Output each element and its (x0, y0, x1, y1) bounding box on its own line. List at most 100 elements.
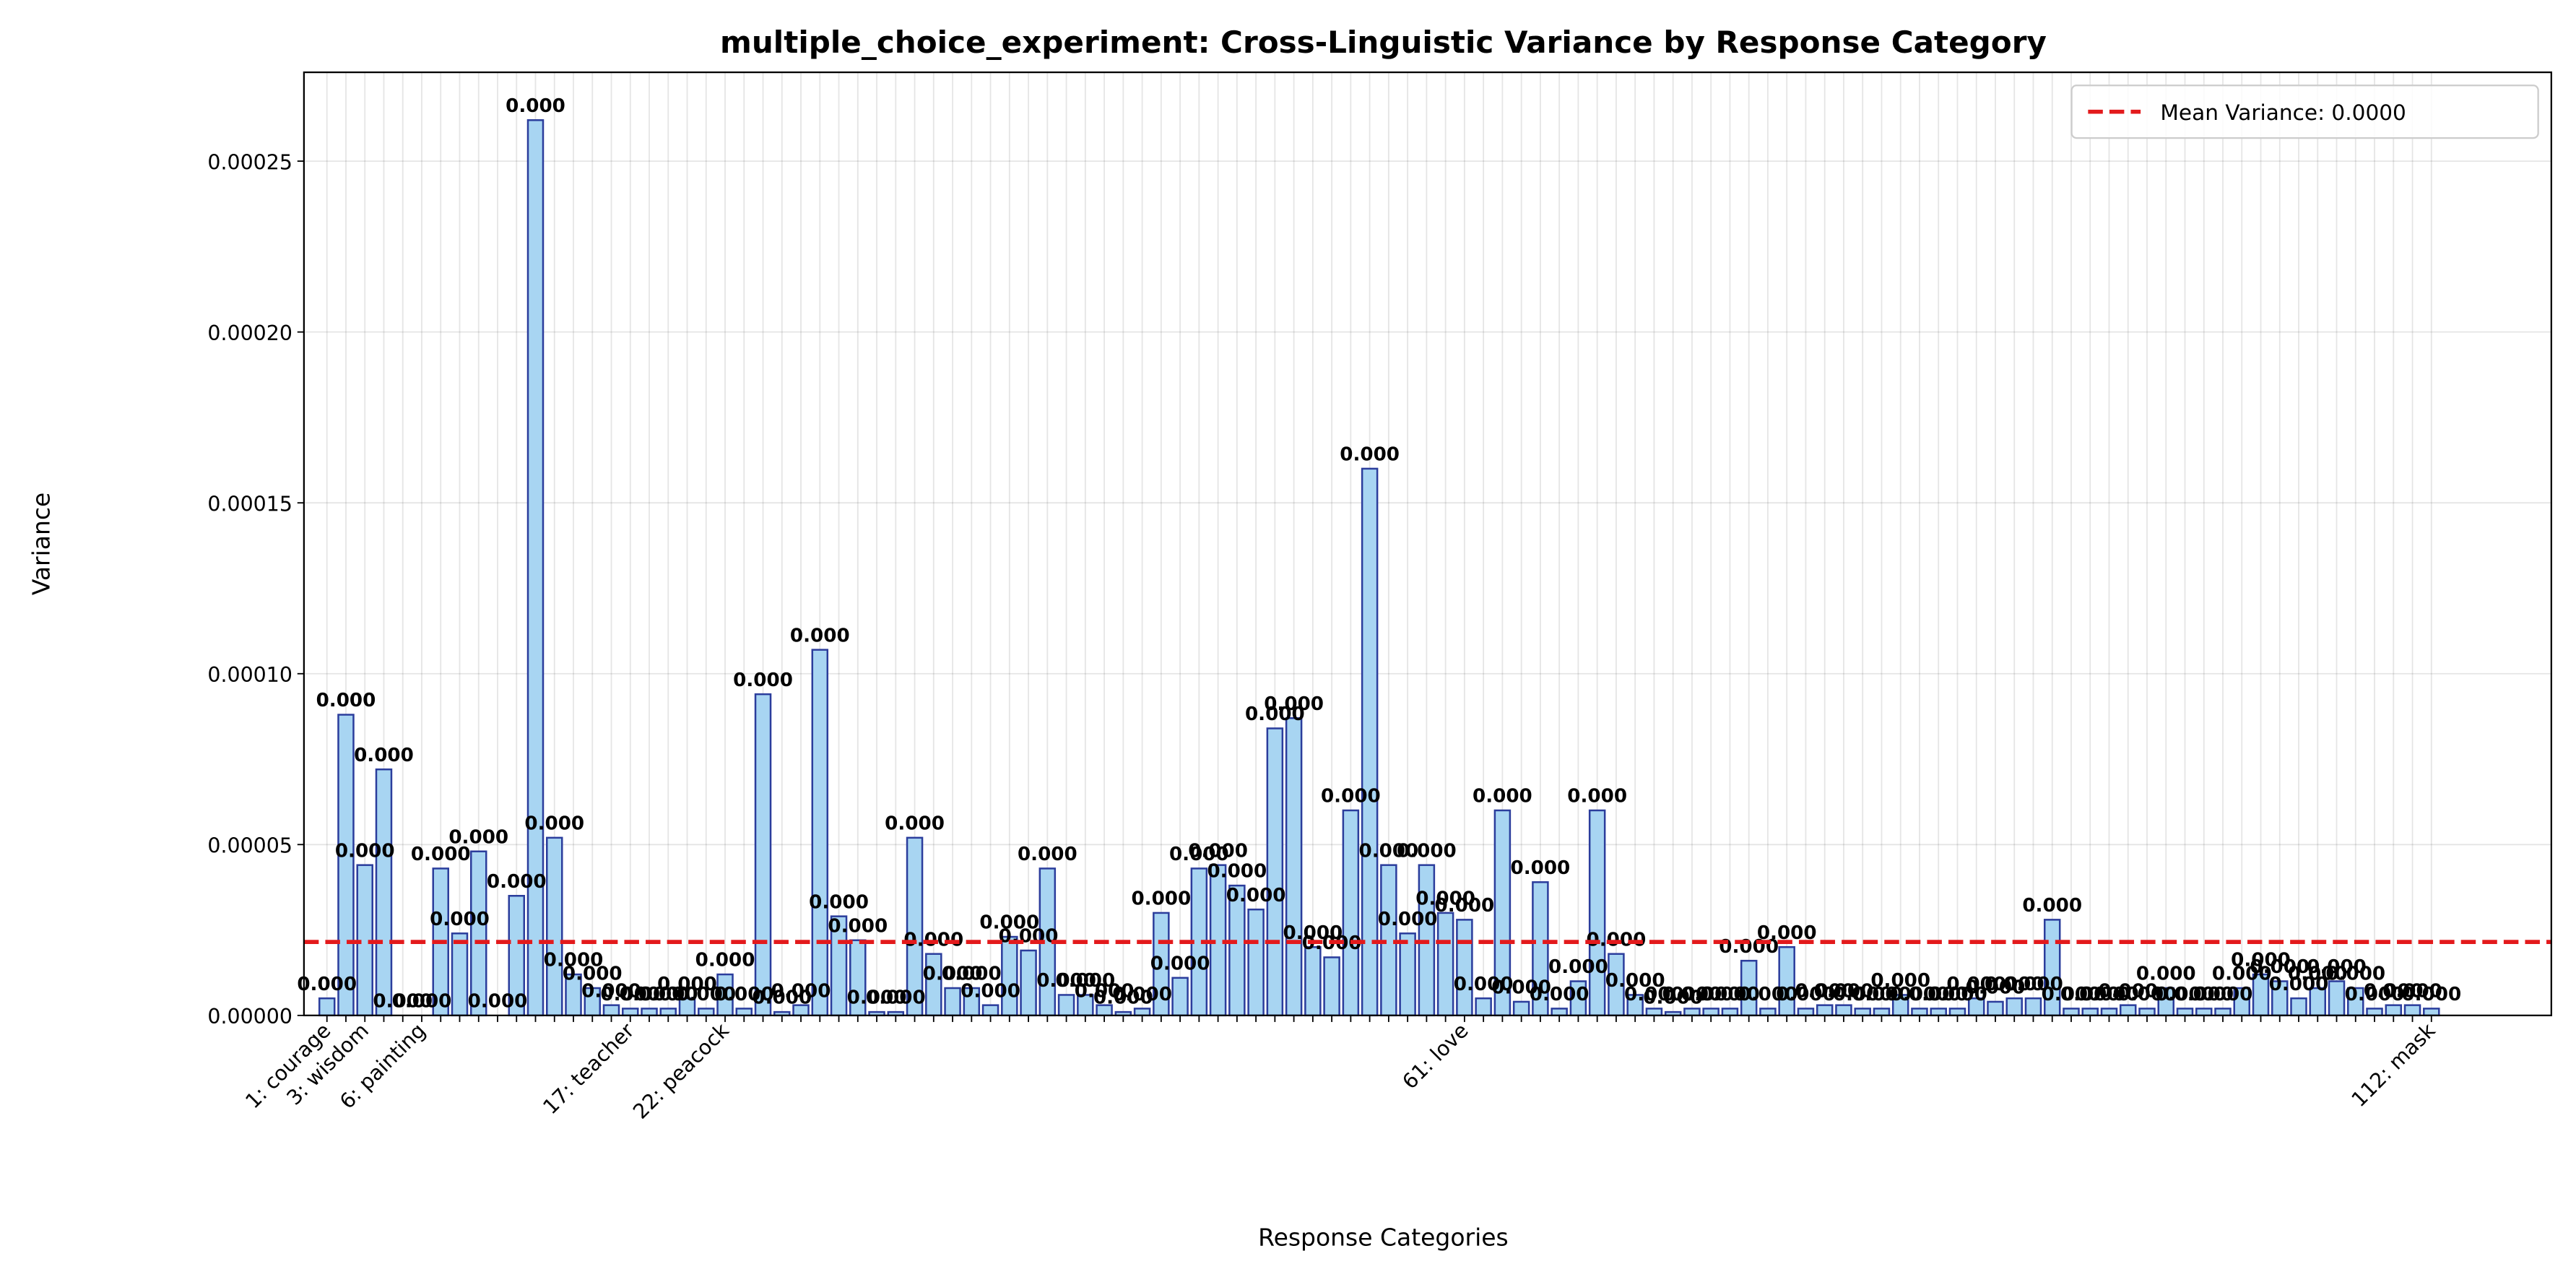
value-label: 0.000 (354, 745, 414, 766)
bar (2423, 1008, 2440, 1017)
value-label: 0.000 (1075, 980, 1135, 1002)
bar (1854, 1008, 1871, 1017)
y-tick-label: 0.00020 (207, 321, 292, 345)
value-label: 0.000 (1397, 840, 1457, 862)
bar (2328, 980, 2346, 1017)
value-label: 0.000 (638, 984, 698, 1005)
value-label: 0.000 (1795, 980, 1855, 1002)
value-label: 0.000 (1150, 953, 1210, 974)
value-label: 0.000 (1833, 984, 1893, 1005)
value-label: 0.000 (942, 964, 1002, 985)
bar (2403, 1004, 2421, 1017)
value-label: 0.000 (2212, 964, 2272, 985)
plot-frame (303, 71, 2552, 1016)
value-label: 0.000 (1909, 984, 1969, 1005)
value-label: 0.000 (657, 974, 717, 995)
y-tick-label: 0.00005 (207, 834, 292, 858)
x-tick-label: 17: teacher (538, 1018, 638, 1119)
value-label: 0.000 (1624, 984, 1684, 1005)
y-tick-label: 0.00025 (207, 150, 292, 174)
value-label: 0.000 (1567, 786, 1627, 808)
value-label: 0.000 (430, 909, 490, 930)
value-label: 0.000 (828, 915, 888, 937)
bar (1987, 1000, 2004, 1017)
value-label: 0.000 (1340, 444, 1400, 466)
legend-box (2070, 85, 2539, 139)
value-label: 0.000 (2098, 980, 2158, 1002)
bar (2138, 1008, 2156, 1017)
bar (1171, 977, 1189, 1017)
value-label: 0.000 (1473, 786, 1532, 808)
value-label: 0.000 (733, 670, 793, 691)
bar (2176, 1008, 2194, 1017)
value-label: 0.000 (448, 826, 508, 848)
value-label: 0.000 (2325, 964, 2385, 985)
x-tick-label: 61: love (1397, 1018, 1473, 1094)
value-label: 0.000 (2003, 974, 2063, 995)
bar (2063, 1008, 2080, 1017)
value-label: 0.000 (1870, 970, 1930, 992)
bar (811, 649, 829, 1017)
bar (1759, 1008, 1777, 1017)
value-label: 0.000 (2117, 984, 2177, 1005)
value-label: 0.000 (581, 980, 641, 1002)
bar (451, 932, 469, 1017)
bar (2366, 1008, 2383, 1017)
y-tick-label: 0.00000 (207, 1005, 292, 1029)
bar (2005, 997, 2023, 1017)
bar (1797, 1008, 1815, 1017)
value-label: 0.000 (923, 964, 983, 985)
value-label: 0.000 (2288, 964, 2348, 985)
value-label: 0.000 (1852, 984, 1912, 1005)
value-label: 0.000 (563, 964, 623, 985)
value-label: 0.000 (1700, 984, 1760, 1005)
bar (546, 836, 563, 1017)
value-label: 0.000 (2231, 950, 2291, 971)
bar (1001, 935, 1018, 1017)
value-label: 0.000 (506, 95, 565, 117)
value-label: 0.000 (1245, 704, 1305, 725)
value-label: 0.000 (847, 987, 907, 1009)
value-label: 0.000 (960, 980, 1020, 1002)
value-label: 0.000 (1491, 977, 1551, 999)
bar (2100, 1008, 2118, 1017)
value-label: 0.000 (544, 950, 604, 971)
bar (2195, 1008, 2213, 1017)
value-label: 0.000 (1814, 980, 1874, 1002)
value-label: 0.000 (600, 984, 660, 1005)
x-tick-label: 22: peacock (628, 1018, 734, 1124)
value-label: 0.000 (2079, 984, 2139, 1005)
value-label: 0.000 (2382, 980, 2442, 1002)
value-label: 0.000 (1415, 888, 1475, 910)
bar (602, 1004, 620, 1017)
bar (1361, 467, 1379, 1017)
bar (1816, 1004, 1834, 1017)
bar (981, 1004, 999, 1017)
bar (641, 1008, 658, 1017)
value-label: 0.000 (1643, 987, 1703, 1009)
value-label: 0.000 (373, 990, 433, 1012)
value-label: 0.000 (1776, 984, 1836, 1005)
bar (2081, 1008, 2099, 1017)
value-label: 0.000 (1093, 987, 1153, 1009)
bar (1247, 908, 1265, 1017)
bar (659, 1008, 677, 1017)
bar (698, 1008, 715, 1017)
bar (1266, 727, 1284, 1017)
value-label: 0.000 (1966, 977, 2026, 999)
value-label: 0.000 (695, 950, 755, 971)
value-label: 0.000 (1511, 857, 1571, 879)
value-label: 0.000 (2401, 984, 2461, 1005)
bar (1721, 1008, 1739, 1017)
value-label: 0.000 (2250, 956, 2310, 978)
bar (1835, 1004, 1852, 1017)
bar (1930, 1008, 1947, 1017)
value-label: 0.000 (2060, 984, 2120, 1005)
value-label: 0.000 (999, 926, 1059, 948)
y-axis-label: Variance (27, 493, 55, 595)
value-label: 0.000 (316, 690, 376, 711)
x-axis-label: Response Categories (1258, 1223, 1509, 1251)
y-tick-label: 0.00015 (207, 493, 292, 516)
chart-title: multiple_choice_experiment: Cross-Lingui… (720, 25, 2047, 60)
value-label: 0.000 (1036, 970, 1096, 992)
